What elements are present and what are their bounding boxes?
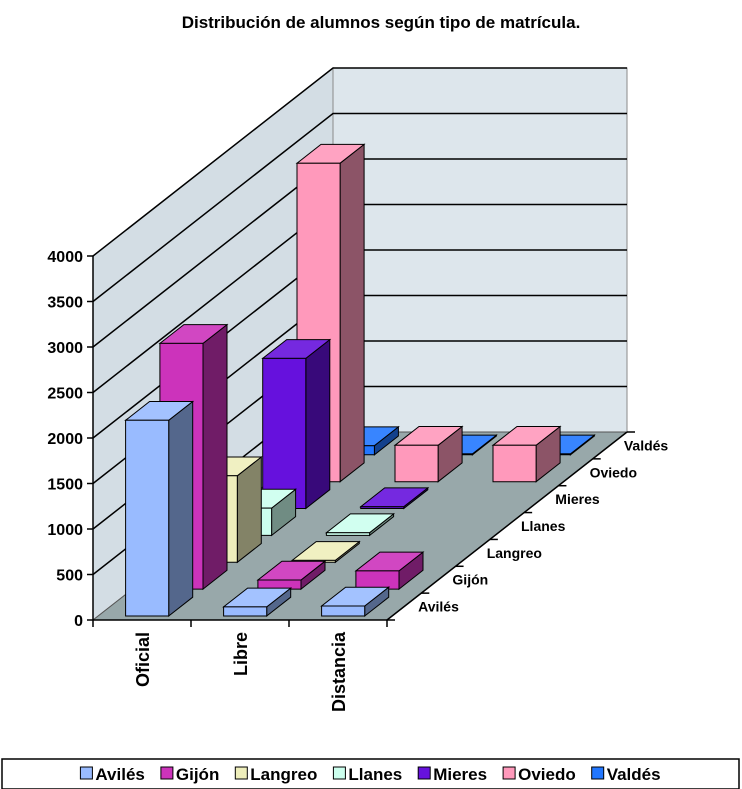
- bar-front: [394, 444, 439, 483]
- bar-front: [321, 605, 366, 617]
- bar-oviedo-libre: [393, 425, 464, 483]
- y-tick-label: 4000: [47, 249, 83, 266]
- bar-mieres-oficial: [261, 338, 332, 510]
- bar-front: [360, 506, 405, 509]
- bar-front: [492, 444, 537, 483]
- bar-mieres-libre: [359, 486, 430, 510]
- y-tick-label: 2000: [47, 431, 83, 448]
- depth-axis: [386, 431, 628, 621]
- legend: Avilés Gijón Langreo Llanes Mieres Oviedo Vald…: [1, 758, 740, 789]
- y-tick-label: 500: [56, 568, 83, 585]
- bar-aviles-libre: [222, 587, 293, 618]
- legend-label: Mieres: [433, 765, 487, 784]
- bar-side: [168, 400, 194, 618]
- legend-swatch: [234, 766, 248, 780]
- gridline-3500: [92, 112, 627, 303]
- legend-box: [1, 758, 740, 789]
- legend-item-mieres: Mieres: [417, 765, 487, 784]
- legend-item-gijon: Gijón: [160, 765, 219, 784]
- legend-label: Gijón: [176, 765, 219, 784]
- bar-side: [202, 323, 228, 591]
- series-axis-label-aviles: Avilés: [418, 599, 459, 615]
- legend-swatch: [160, 766, 174, 780]
- bar-front: [325, 532, 371, 536]
- series-axis-label-valdes: Valdés: [624, 437, 669, 453]
- gridline-4000: [92, 67, 627, 257]
- bar-oviedo-distancia: [491, 425, 562, 483]
- legend-label: Oviedo: [518, 765, 576, 784]
- series-axis-label-oviedo: Oviedo: [590, 464, 637, 480]
- legend-item-valdes: Valdés: [591, 765, 661, 784]
- series-axis-label-gijon: Gijón: [452, 572, 488, 588]
- y-tick-label: 1500: [47, 477, 83, 494]
- legend-item-oviedo: Oviedo: [502, 765, 576, 784]
- legend-label: Llanes: [348, 765, 402, 784]
- legend-swatch: [417, 766, 431, 780]
- y-tick-label: 3000: [47, 340, 83, 357]
- legend-label: Langreo: [250, 765, 317, 784]
- y-tick-label: 0: [74, 613, 83, 630]
- y-tick-label: 2500: [47, 386, 83, 403]
- series-axis-label-langreo: Langreo: [487, 545, 542, 561]
- bar-llanes-libre: [324, 512, 396, 537]
- legend-item-aviles: Avilés: [79, 765, 145, 784]
- chart-title: Distribución de alumnos según tipo de ma…: [182, 13, 581, 32]
- bars: [124, 143, 596, 618]
- series-axis-label-mieres: Mieres: [555, 491, 600, 507]
- bar-gijon-libre: [256, 560, 327, 591]
- legend-item-langreo: Langreo: [234, 765, 317, 784]
- legend-swatch: [332, 766, 346, 780]
- bar-front: [125, 419, 170, 617]
- legend-item-llanes: Llanes: [332, 765, 402, 784]
- category-label-oficial: Oficial: [133, 632, 153, 687]
- bar-aviles-oficial: [124, 400, 195, 618]
- category-label-libre: Libre: [231, 632, 251, 676]
- bar-front: [355, 570, 400, 590]
- y-tick-label: 3500: [47, 295, 83, 312]
- y-tick-label: 1000: [47, 522, 83, 539]
- legend-label: Avilés: [95, 765, 144, 784]
- bar-gijon-distancia: [354, 551, 425, 591]
- axes: 0 500 1000 1500 2000 2500 3000 3500 4000 Oficial L…: [47, 249, 668, 712]
- legend-swatch: [79, 766, 93, 780]
- series-axis-label-llanes: Llanes: [521, 518, 566, 534]
- bar-front: [223, 606, 268, 617]
- bar-aviles-distancia: [320, 586, 391, 618]
- bar-side: [339, 143, 365, 483]
- category-label-distancia: Distancia: [329, 631, 349, 712]
- bar-front: [262, 357, 307, 509]
- bar-side: [305, 338, 331, 510]
- legend-swatch: [591, 766, 605, 780]
- legend-label: Valdés: [607, 765, 661, 784]
- legend-swatch: [502, 766, 516, 780]
